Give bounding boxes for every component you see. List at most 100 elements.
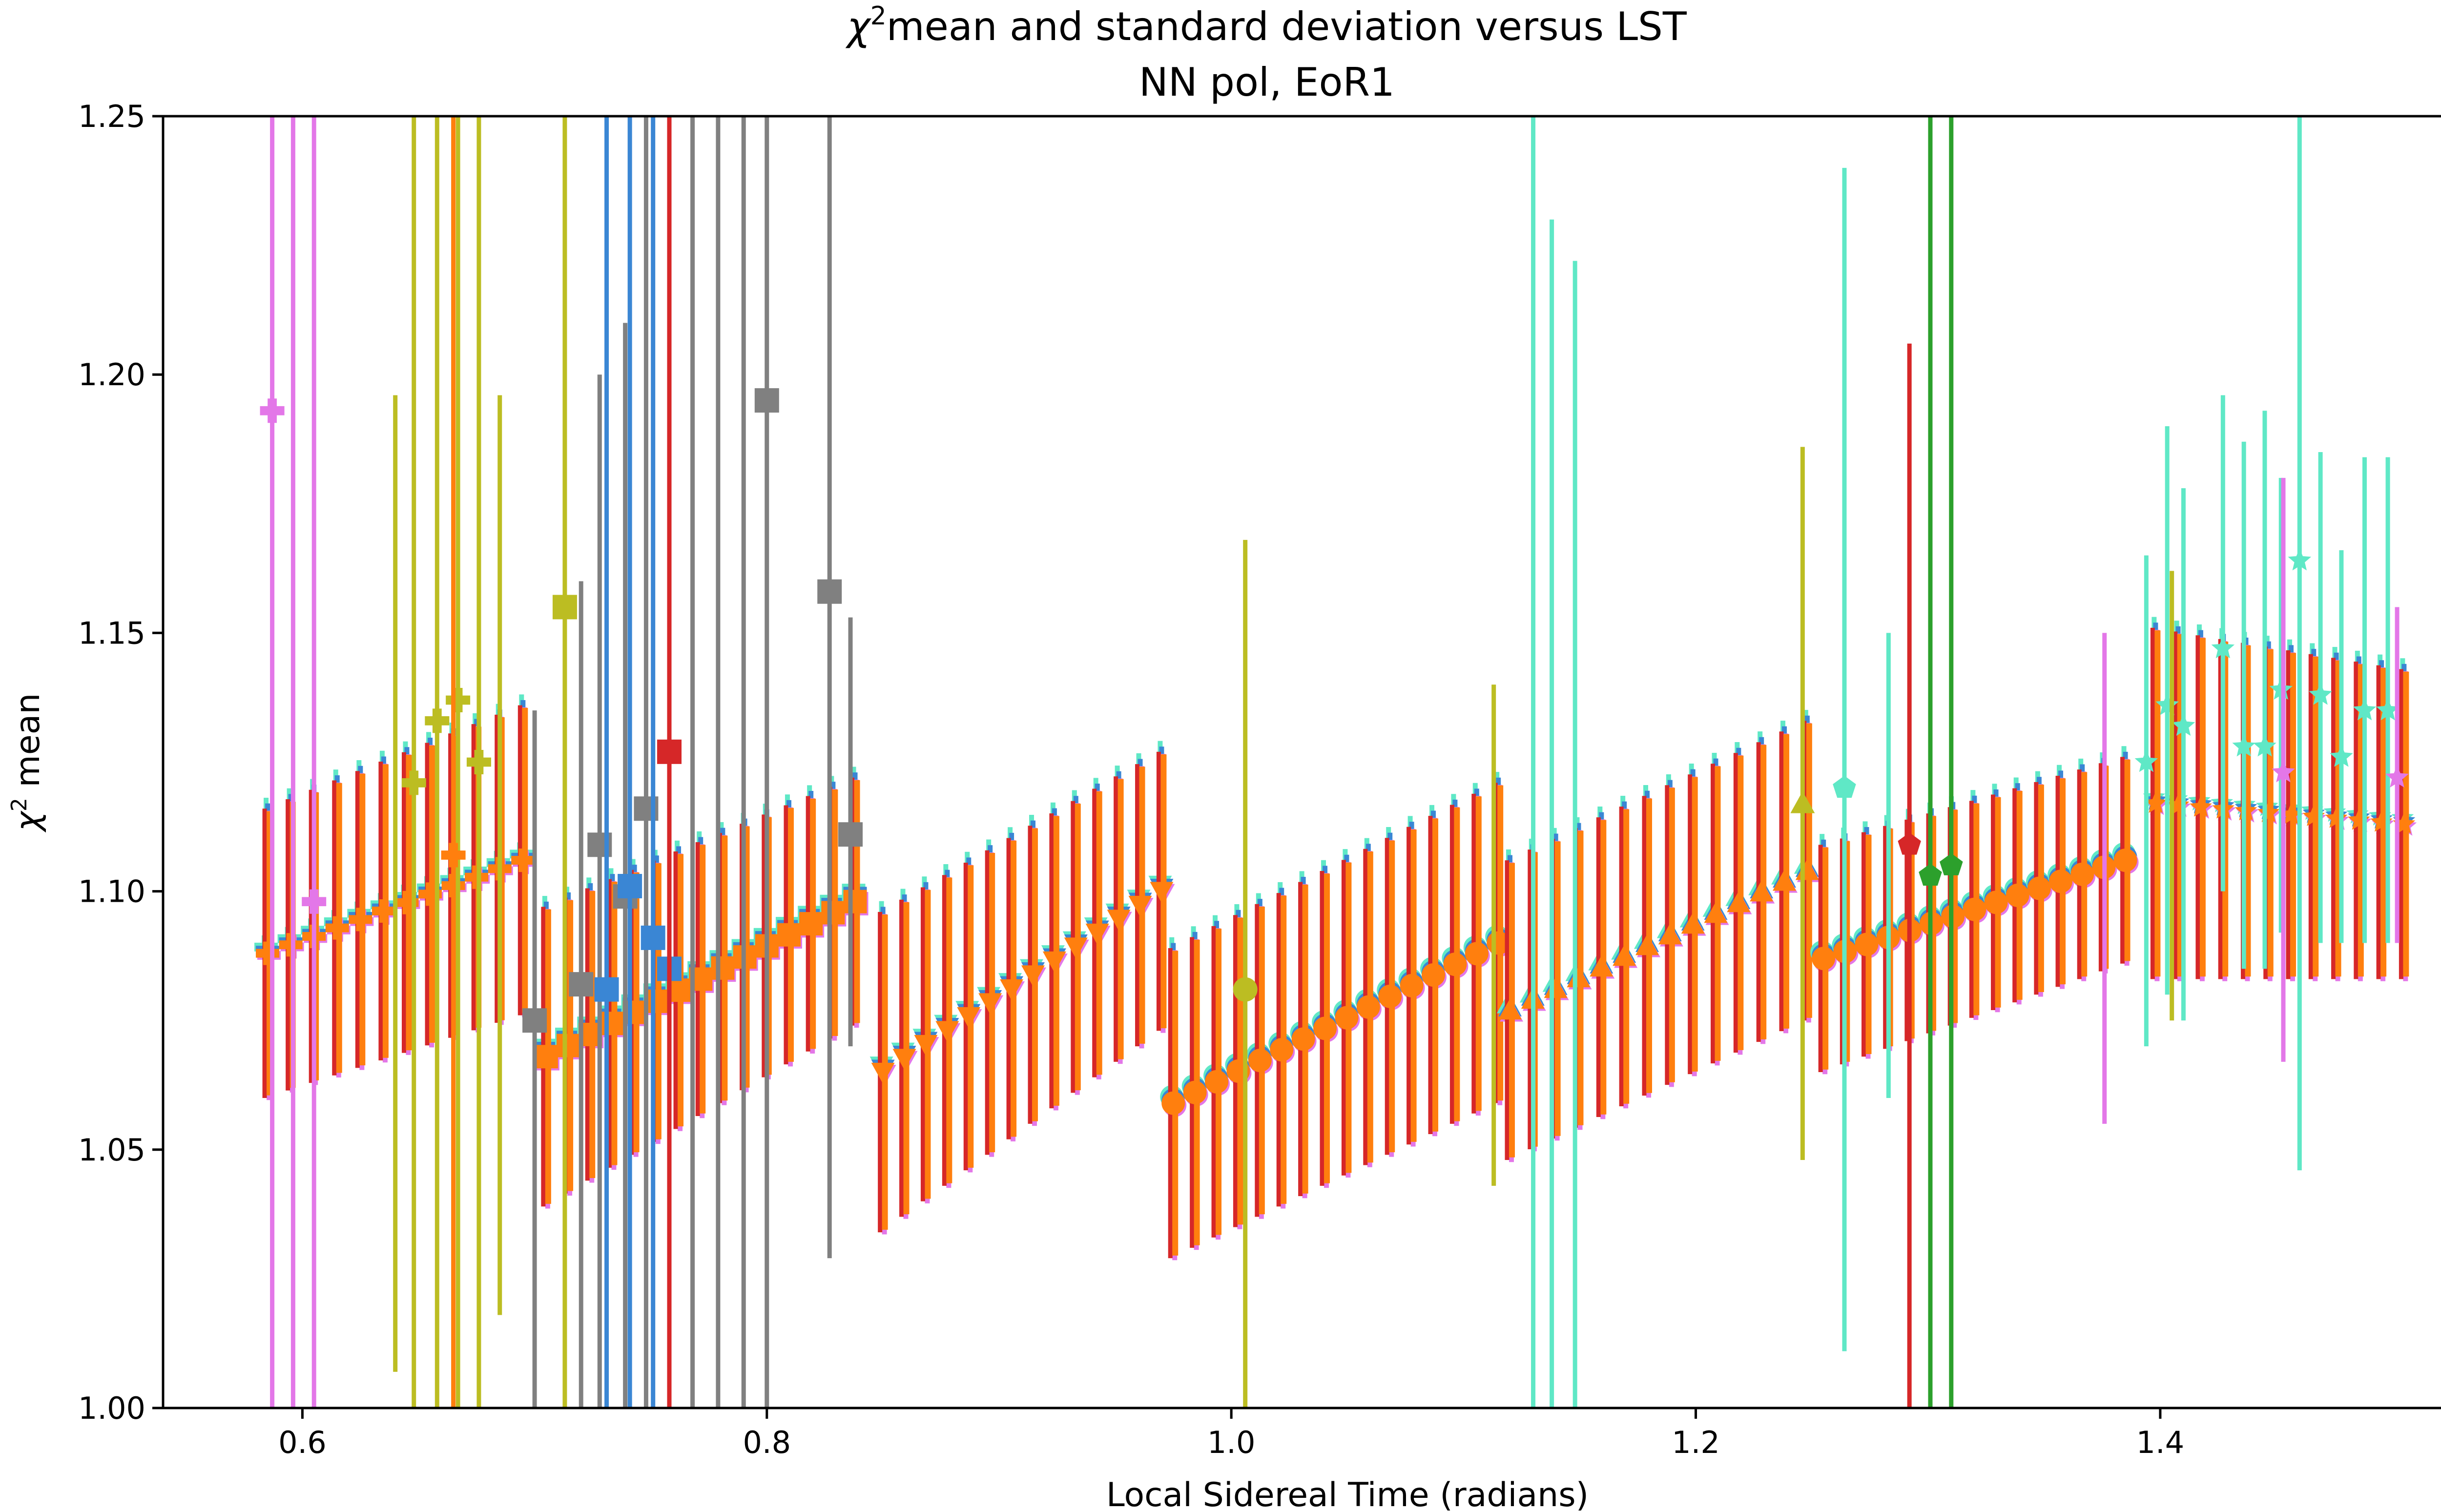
data-point (1773, 870, 1797, 891)
data-point (2280, 803, 2302, 825)
data-point (1356, 995, 1380, 1019)
data-point (466, 750, 491, 774)
data-point (2272, 760, 2295, 783)
data-point (711, 956, 735, 980)
data-point (1681, 912, 1705, 934)
data-point (569, 972, 594, 997)
plot-area (254, 116, 2417, 1408)
data-point (1128, 895, 1152, 917)
data-point (1107, 910, 1131, 931)
data-point (644, 989, 668, 1013)
data-point (594, 977, 619, 1002)
data-point (2309, 683, 2332, 705)
data-point (522, 1008, 547, 1033)
ylabel-superscript: 2 (7, 798, 32, 811)
data-point (777, 923, 801, 947)
data-point (2070, 862, 2094, 886)
data-point (1064, 937, 1088, 959)
chart-subtitle: NN pol, EoR1 (1139, 60, 1395, 105)
data-point (256, 941, 280, 965)
data-point (1658, 923, 1682, 945)
data-point (1498, 998, 1522, 1020)
y-tick-label: 1.00 (78, 1390, 145, 1426)
data-point (1183, 1080, 1207, 1104)
data-point (1790, 791, 1815, 813)
data-point (1313, 1016, 1337, 1040)
data-point (1963, 897, 1986, 921)
data-point (2353, 698, 2377, 721)
data-point (1833, 775, 1856, 798)
data-point (957, 1007, 981, 1029)
data-point (892, 1049, 916, 1070)
y-tick-label: 1.15 (78, 615, 145, 651)
data-point (401, 770, 426, 795)
y-tick-label: 1.20 (78, 357, 145, 393)
data-point (1150, 882, 1174, 903)
data-point (260, 398, 285, 423)
x-tick-label: 1.2 (1672, 1425, 1720, 1460)
data-point (349, 908, 372, 932)
outlier-points (260, 116, 2409, 1408)
data-point (1248, 1049, 1272, 1073)
data-point (534, 1045, 558, 1069)
x-tick-label: 0.8 (743, 1425, 791, 1460)
segment-3 (869, 741, 1175, 1235)
data-point (1085, 923, 1109, 945)
data-point (1465, 942, 1489, 966)
y-tick-label: 1.05 (78, 1132, 145, 1168)
data-point (1704, 902, 1728, 923)
y-tick-label: 1.25 (78, 99, 145, 134)
data-point (325, 916, 349, 940)
data-point (2006, 883, 2029, 907)
chart-title: χ2mean and standard deviation versus LST (845, 1, 1687, 49)
data-point (2385, 765, 2409, 787)
data-point (279, 933, 303, 957)
data-point (2376, 698, 2400, 721)
data-point (600, 1012, 624, 1036)
data-point (1205, 1070, 1229, 1094)
data-point (1812, 947, 1836, 971)
data-point (754, 388, 779, 413)
data-point (2134, 750, 2158, 772)
data-point (2330, 745, 2353, 767)
data-point (843, 890, 867, 913)
segment-7 (2143, 617, 2417, 981)
data-point (1855, 932, 1879, 956)
data-point (1590, 955, 1614, 977)
data-point (2190, 795, 2212, 817)
x-tick-label: 1.0 (1207, 1425, 1256, 1460)
data-point (441, 843, 466, 868)
data-point (838, 822, 863, 847)
data-point (1919, 863, 1942, 886)
data-point (935, 1021, 959, 1042)
data-point (446, 687, 471, 712)
data-point (2288, 548, 2312, 571)
data-point (511, 849, 535, 872)
data-point (1750, 880, 1774, 902)
y-tick-label: 1.10 (78, 874, 145, 910)
data-point (418, 882, 442, 906)
title-superscript: 2 (870, 1, 887, 31)
data-point (2113, 849, 2137, 872)
y-axis: 1.00 1.05 1.10 1.15 1.20 1.25 (78, 99, 163, 1426)
data-point (799, 912, 823, 936)
y-axis-label: χ2 mean (7, 693, 47, 833)
data-point (1161, 1091, 1185, 1115)
data-point (557, 1034, 580, 1057)
data-point (1727, 891, 1751, 912)
data-point (2049, 870, 2073, 893)
data-point (618, 874, 642, 899)
data-point (552, 595, 577, 620)
data-point (302, 889, 327, 914)
data-point (1443, 953, 1467, 976)
data-point (2253, 734, 2276, 757)
data-point (465, 865, 489, 889)
ylabel-chi-symbol: χ (9, 810, 47, 833)
x-tick-label: 1.4 (2136, 1425, 2185, 1460)
data-point (657, 739, 682, 764)
data-point (1270, 1038, 1294, 1062)
data-point (1335, 1006, 1359, 1030)
data-point (1898, 832, 1921, 855)
data-point (2211, 636, 2235, 659)
